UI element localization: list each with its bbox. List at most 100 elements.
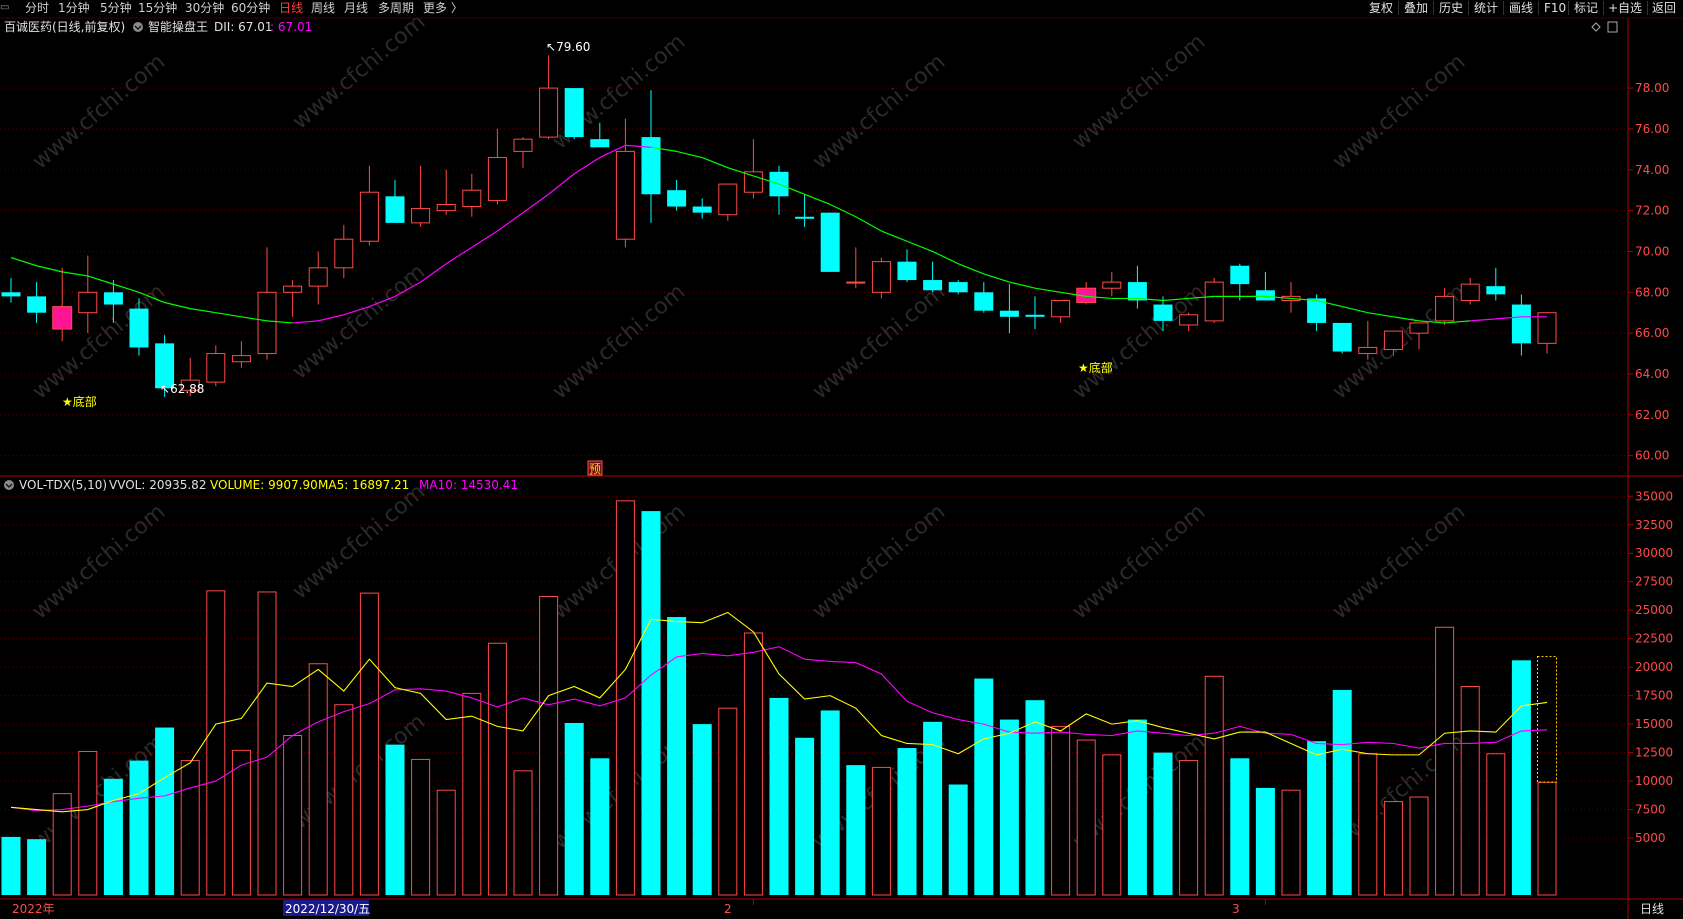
tab-multi-period[interactable]: 多周期	[378, 1, 415, 15]
volume-bar	[206, 590, 226, 896]
pre-marker[interactable]: 预	[589, 462, 601, 476]
candle-body	[999, 310, 1019, 317]
volume-bar	[1230, 758, 1250, 895]
tab-intraday[interactable]: 分时	[25, 1, 50, 15]
tab-15min[interactable]: 15分钟	[138, 1, 178, 15]
candle	[1025, 296, 1045, 330]
candle-body	[590, 139, 610, 148]
tab-60min[interactable]: 60分钟	[231, 1, 271, 15]
volume-bar	[462, 692, 482, 896]
volume-bars	[1, 500, 1557, 896]
volume-bar	[155, 727, 175, 895]
overlay-button[interactable]: 叠加	[1404, 1, 1429, 15]
price-ma-segment	[1034, 287, 1061, 293]
candle-body	[1511, 304, 1531, 344]
volume-bar	[743, 632, 763, 896]
candle	[1076, 282, 1097, 305]
price-ma-segment	[548, 173, 575, 195]
candle-body	[539, 87, 559, 138]
price-ma-segment	[1009, 281, 1036, 289]
candle	[820, 212, 840, 272]
candle-body	[795, 216, 815, 219]
price-ma-segment	[113, 283, 140, 293]
volume-bar	[513, 770, 533, 896]
tab-more[interactable]: 更多 〉	[423, 1, 463, 15]
price-ma-segment	[1418, 320, 1445, 324]
candle	[718, 183, 738, 221]
price-ma-segment	[138, 291, 165, 304]
pre-marker-box[interactable]	[587, 460, 603, 476]
candle	[487, 128, 507, 205]
vvol-label: VVOL: 20935.82	[109, 478, 206, 492]
diamond-icon[interactable]	[1591, 22, 1601, 32]
draw-button[interactable]: 画线	[1509, 1, 1534, 15]
candle	[1102, 271, 1122, 297]
price-ma-segment	[190, 308, 216, 314]
volume-bar	[1409, 796, 1429, 896]
volume-bar	[52, 793, 72, 896]
volume-bar	[718, 707, 738, 896]
history-button[interactable]: 历史	[1439, 1, 1464, 15]
candle	[334, 224, 354, 279]
tab-5min[interactable]: 5分钟	[100, 1, 132, 15]
price-ma-segment	[241, 316, 268, 322]
volume-tick-label: 17500	[1635, 689, 1673, 703]
volume-bar	[641, 511, 661, 895]
toolbar-divider	[1603, 1, 1604, 15]
price-ma-segment	[625, 144, 652, 148]
volume-dropdown-icon[interactable]	[4, 480, 14, 490]
panel-toggle-icon[interactable]	[1607, 21, 1618, 33]
volume-indicator-name: VOL-TDX(5,10)	[19, 478, 107, 492]
candle-body	[283, 285, 303, 293]
volume-bar	[948, 784, 968, 895]
price-tick-label: 60.00	[1635, 449, 1669, 463]
toolbar-divider	[1503, 1, 1504, 15]
dii-value: : 67.01	[270, 20, 312, 34]
volume-bar	[974, 678, 994, 895]
add-watchlist-button[interactable]: +自选	[1608, 1, 1643, 15]
candle-body	[385, 196, 405, 223]
period-toolbar: ▭ 分时 1分钟 5分钟 15分钟 30分钟 60分钟 日线 周线 月线 多周期…	[0, 0, 1683, 16]
stats-button[interactable]: 统计	[1474, 1, 1499, 15]
mark-button[interactable]: 标记	[1574, 1, 1599, 15]
price-ma-segment	[701, 156, 729, 169]
price-ma-segment	[1444, 320, 1471, 324]
watermark-text: www.cfchi.com	[548, 279, 690, 404]
volume-bar	[846, 765, 866, 895]
candle	[564, 88, 584, 140]
price-tick-label: 78.00	[1635, 81, 1669, 95]
indicator-dropdown-icon[interactable]	[133, 22, 143, 32]
tab-weekly[interactable]: 周线	[311, 1, 336, 15]
period-indicator: 日线	[1640, 902, 1664, 916]
tab-daily[interactable]: 日线	[279, 1, 304, 15]
price-ma-segment	[1162, 297, 1189, 302]
volume-tick-label: 32500	[1635, 518, 1673, 532]
volume-label: VOLUME: 9907.90	[210, 478, 318, 492]
toolbar-menu-icon[interactable]: ▭	[0, 2, 10, 13]
tab-30min[interactable]: 30分钟	[185, 1, 225, 15]
high-price-label: ↖79.60	[546, 40, 590, 54]
watermark-text: www.cfchi.com	[808, 499, 950, 624]
volume-bar	[667, 617, 687, 895]
price-ma-segment	[1495, 316, 1522, 320]
candle-body	[1460, 283, 1480, 301]
watermark-text: www.cfchi.com	[28, 499, 170, 624]
tab-1min[interactable]: 1分钟	[58, 1, 90, 15]
ma5-label: MA5: 16897.21	[318, 478, 409, 492]
tab-monthly[interactable]: 月线	[344, 1, 369, 15]
adjust-button[interactable]: 复权	[1369, 1, 1394, 15]
volume-bar	[78, 750, 98, 896]
candle	[513, 137, 533, 168]
candle-body	[1025, 314, 1045, 317]
price-ma-segment	[87, 275, 114, 285]
volume-bar	[180, 760, 200, 896]
toolbar-divider	[1433, 1, 1434, 15]
watermark-text: www.cfchi.com	[1068, 499, 1210, 624]
candle-body	[334, 238, 354, 269]
candle	[1051, 299, 1071, 323]
volume-bar	[1102, 754, 1122, 896]
f10-button[interactable]: F10	[1544, 1, 1567, 15]
back-button[interactable]: 返回	[1652, 1, 1677, 15]
candle	[923, 261, 943, 293]
